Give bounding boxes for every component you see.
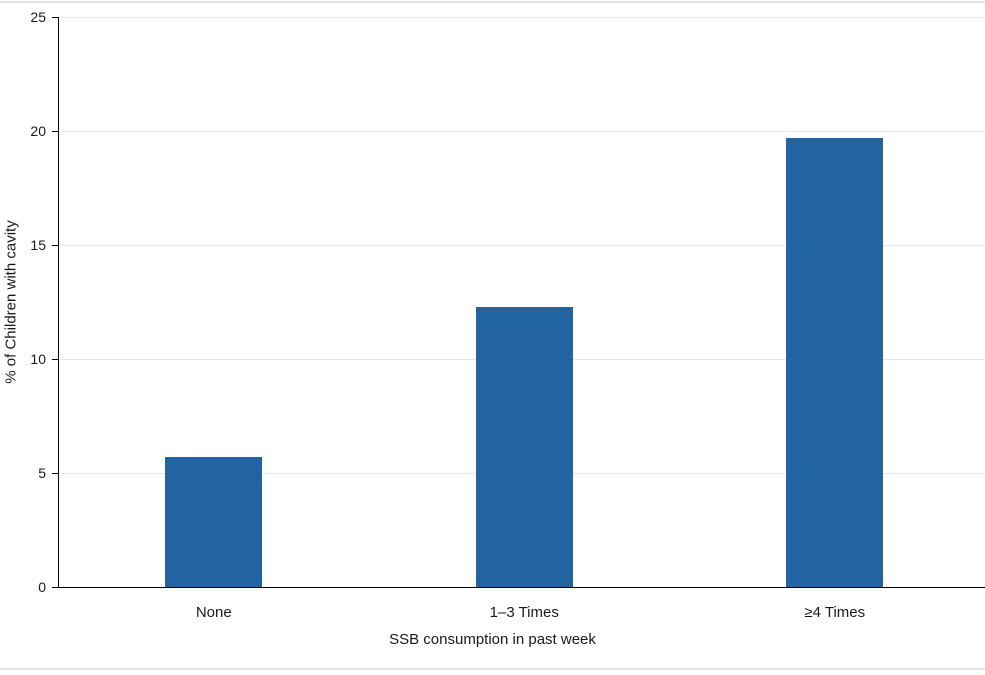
gridline <box>58 245 985 246</box>
page-top-border <box>0 1 985 3</box>
y-tick-label: 10 <box>30 351 46 367</box>
y-axis-tick <box>51 359 58 361</box>
y-axis-tick <box>51 131 58 133</box>
y-tick-label: 0 <box>38 579 46 595</box>
x-axis-line <box>57 586 985 588</box>
y-axis-tick <box>51 473 58 475</box>
gridline <box>58 131 985 132</box>
y-tick-label: 20 <box>30 123 46 139</box>
x-category-label: ≥4 Times <box>804 604 866 621</box>
x-category-label: None <box>195 604 232 621</box>
page-bottom-border <box>0 668 985 670</box>
gridline <box>58 17 985 18</box>
y-axis-title: % of Children with cavity <box>2 220 20 384</box>
y-tick-label: 5 <box>38 465 46 481</box>
y-axis-tick <box>51 245 58 247</box>
y-tick-label: 25 <box>30 9 46 25</box>
bar-none <box>165 457 263 587</box>
bar-1-3-times <box>475 306 573 587</box>
x-category-label: 1–3 Times <box>489 604 559 621</box>
bar--4-times <box>786 137 884 587</box>
y-axis-tick <box>51 17 58 19</box>
y-axis-line <box>57 17 60 588</box>
y-tick-label: 15 <box>30 237 46 253</box>
x-axis-title: SSB consumption in past week <box>389 631 596 648</box>
y-axis-tick <box>51 587 58 589</box>
